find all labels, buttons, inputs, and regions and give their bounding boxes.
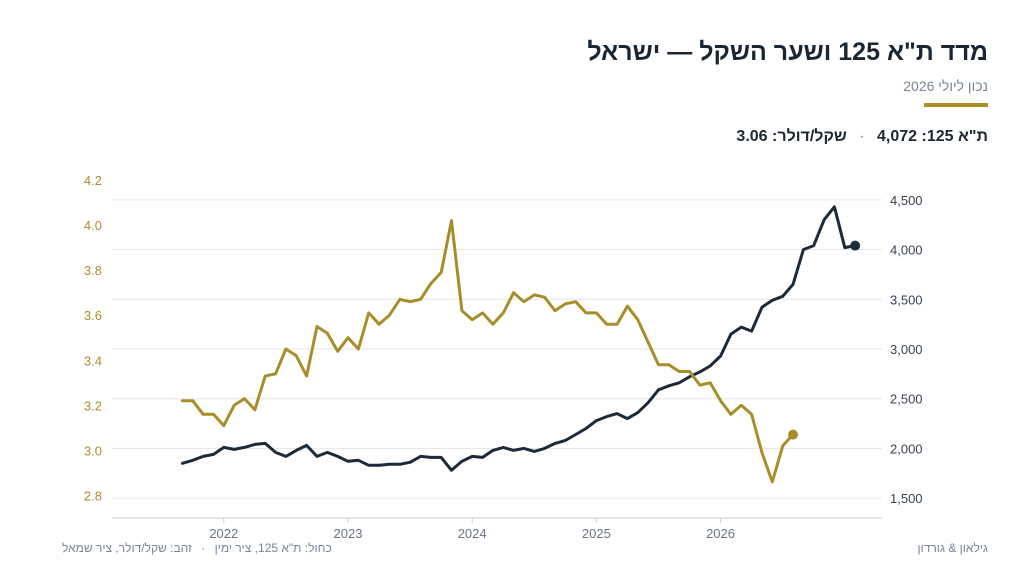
legend-separator: · xyxy=(201,541,206,555)
right-tick-label: 4,500 xyxy=(890,193,923,208)
source-credit: גילאון & גורדון xyxy=(917,541,988,555)
footer-legend: כחול: ת"א 125, ציר ימין · זהב: שקל/דולר,… xyxy=(62,541,332,555)
right-tick-label: 3,000 xyxy=(890,342,923,357)
accent-rule xyxy=(924,103,988,107)
left-tick-label: 3.6 xyxy=(84,308,102,323)
left-tick-label: 4.0 xyxy=(84,218,102,233)
ta125-series-line xyxy=(180,205,857,472)
left-tick-label: 3.0 xyxy=(84,443,102,458)
chart-subtitle: נכון ליולי 2026 xyxy=(903,78,988,94)
legend-blue: כחול: ת"א 125, ציר ימין xyxy=(214,541,332,555)
x-tick-label: 2024 xyxy=(458,526,487,541)
fx-label: שקל/דולר: xyxy=(772,128,847,145)
ta125-end-marker xyxy=(850,240,861,251)
right-tick-label: 2,000 xyxy=(890,441,923,456)
x-tick-label: 2026 xyxy=(706,526,735,541)
right-tick-label: 3,500 xyxy=(890,292,923,307)
x-tick-label: 2025 xyxy=(582,526,611,541)
right-tick-label: 2,500 xyxy=(890,392,923,407)
right-tick-label: 1,500 xyxy=(890,491,923,506)
left-tick-label: 3.2 xyxy=(84,398,102,413)
x-tick-label: 2022 xyxy=(209,526,238,541)
ta125-value: 4,072 xyxy=(877,128,918,145)
headline-separator: · xyxy=(859,128,865,145)
left-tick-label: 4.2 xyxy=(84,173,102,188)
ta125-label: ת"א 125: xyxy=(921,128,988,145)
x-tick-label: 2023 xyxy=(334,526,363,541)
fx-value: 3.06 xyxy=(736,128,768,145)
left-tick-label: 3.8 xyxy=(84,263,102,278)
headline-stats: ת"א 125: 4,072 · שקל/דולר: 3.06 xyxy=(736,128,988,146)
right-tick-label: 4,000 xyxy=(890,243,923,258)
left-tick-label: 2.8 xyxy=(84,488,102,503)
fx-end-marker xyxy=(788,429,799,440)
left-tick-label: 3.4 xyxy=(84,353,102,368)
fx-series-line xyxy=(180,219,795,484)
chart-title: מדד ת"א 125 ושער השקל — ישראל xyxy=(587,38,988,66)
legend-gold: זהב: שקל/דולר, ציר שמאל xyxy=(62,541,192,555)
